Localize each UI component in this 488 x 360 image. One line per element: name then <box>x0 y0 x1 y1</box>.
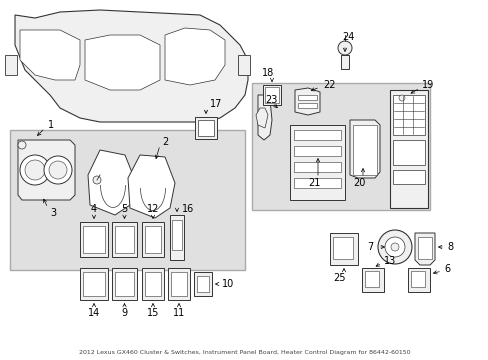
Bar <box>145 272 161 296</box>
Text: 1: 1 <box>48 120 54 130</box>
Circle shape <box>377 230 411 264</box>
Circle shape <box>44 156 72 184</box>
Text: 25: 25 <box>333 273 346 283</box>
Bar <box>171 272 186 296</box>
Circle shape <box>384 237 404 257</box>
Text: 21: 21 <box>307 178 320 188</box>
Circle shape <box>390 243 398 251</box>
Circle shape <box>398 95 404 101</box>
Text: 6: 6 <box>443 264 449 274</box>
Circle shape <box>49 161 67 179</box>
Polygon shape <box>20 30 80 80</box>
Text: 2: 2 <box>162 137 168 147</box>
Bar <box>142 268 163 300</box>
Bar <box>293 162 340 172</box>
Bar <box>364 271 378 287</box>
Text: 5: 5 <box>121 204 127 214</box>
Text: 24: 24 <box>341 32 353 42</box>
Text: 7: 7 <box>366 242 372 252</box>
Bar <box>80 268 108 300</box>
Circle shape <box>18 141 26 149</box>
Bar <box>112 268 137 300</box>
Bar <box>168 268 190 300</box>
Polygon shape <box>256 108 267 128</box>
Circle shape <box>25 160 45 180</box>
Bar <box>263 85 281 105</box>
Circle shape <box>337 41 351 55</box>
Bar <box>172 220 182 250</box>
Polygon shape <box>349 120 379 178</box>
Bar <box>340 55 348 69</box>
Polygon shape <box>85 35 160 90</box>
Bar <box>392 140 424 165</box>
Circle shape <box>93 176 101 184</box>
Bar <box>417 237 431 259</box>
Text: 15: 15 <box>146 308 159 318</box>
Bar <box>392 95 424 135</box>
Bar <box>297 103 316 108</box>
Bar <box>5 55 17 75</box>
Text: 13: 13 <box>383 256 395 266</box>
Bar <box>293 130 340 140</box>
Bar <box>170 215 183 260</box>
Bar <box>83 272 105 296</box>
Bar <box>329 233 357 265</box>
Bar <box>389 90 427 208</box>
Text: 12: 12 <box>146 204 159 214</box>
Polygon shape <box>15 10 247 122</box>
Bar <box>83 226 105 253</box>
Polygon shape <box>294 88 319 115</box>
Text: 11: 11 <box>173 308 185 318</box>
Text: 22: 22 <box>323 80 335 90</box>
Bar <box>293 146 340 156</box>
Bar <box>293 178 340 188</box>
Bar <box>238 55 249 75</box>
Bar <box>115 226 134 253</box>
Text: 18: 18 <box>262 68 274 78</box>
Bar <box>352 125 376 175</box>
Bar <box>410 271 424 287</box>
Text: 8: 8 <box>446 242 452 252</box>
Polygon shape <box>18 140 75 200</box>
Bar <box>407 268 429 292</box>
Text: 16: 16 <box>182 204 194 214</box>
Text: 2012 Lexus GX460 Cluster & Switches, Instrument Panel Board, Heater Control Diag: 2012 Lexus GX460 Cluster & Switches, Ins… <box>79 350 409 355</box>
Polygon shape <box>164 28 224 85</box>
Polygon shape <box>414 233 434 265</box>
Text: 14: 14 <box>88 308 100 318</box>
Bar <box>10 130 244 270</box>
Polygon shape <box>128 155 175 218</box>
Text: 4: 4 <box>91 204 97 214</box>
Circle shape <box>20 155 50 185</box>
Bar <box>297 95 316 100</box>
Bar <box>197 276 208 292</box>
Bar <box>332 237 352 259</box>
Bar <box>264 87 279 103</box>
Text: 19: 19 <box>421 80 433 90</box>
Polygon shape <box>258 95 271 140</box>
Text: 10: 10 <box>222 279 234 289</box>
Text: 20: 20 <box>352 178 365 188</box>
Bar <box>80 222 108 257</box>
Text: 23: 23 <box>264 95 277 105</box>
Bar <box>194 272 212 296</box>
Bar <box>198 120 214 136</box>
Text: 3: 3 <box>50 208 56 218</box>
Bar <box>392 170 424 184</box>
Text: 9: 9 <box>121 308 127 318</box>
Bar <box>195 117 217 139</box>
Bar <box>115 272 134 296</box>
Bar <box>112 222 137 257</box>
Text: 17: 17 <box>209 99 222 109</box>
Bar <box>145 226 161 253</box>
Bar <box>361 268 383 292</box>
Bar <box>289 125 345 200</box>
Bar <box>142 222 163 257</box>
Bar <box>251 83 429 210</box>
Polygon shape <box>88 150 135 215</box>
